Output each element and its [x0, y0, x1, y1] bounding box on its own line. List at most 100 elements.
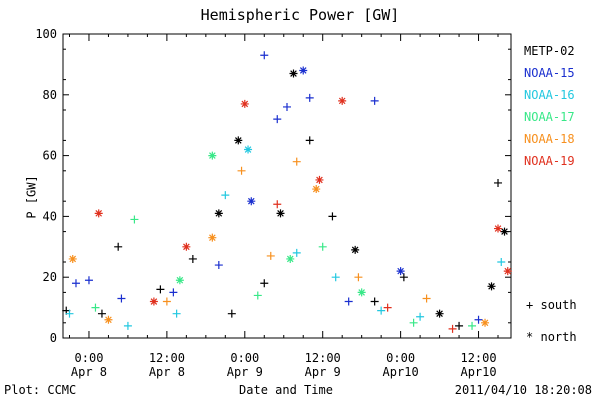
x-tick-label: Apr10 [383, 365, 419, 379]
marker-legend: + south * north [526, 298, 577, 350]
legend-item-noaa-18: NOAA-18 [524, 132, 575, 146]
south-data-point [370, 297, 379, 306]
marker-legend-label: north [540, 330, 577, 344]
y-tick-label: 80 [43, 88, 57, 102]
south-data-point [305, 93, 314, 102]
south-data-point [91, 303, 100, 312]
north-data-point [357, 288, 366, 297]
south-data-point [169, 288, 178, 297]
south-data-point [422, 294, 431, 303]
x-tick-label: 0:00 [386, 351, 415, 365]
north-data-point [94, 209, 103, 218]
north-data-point [247, 197, 256, 206]
y-tick-label: 100 [35, 27, 57, 41]
legend-item-noaa-15: NOAA-15 [524, 66, 575, 80]
south-data-point [399, 273, 408, 282]
south-data-point [266, 251, 275, 260]
x-tick-label: Apr 8 [71, 365, 107, 379]
south-data-point [292, 248, 301, 257]
x-tick-label: 0:00 [75, 351, 104, 365]
north-data-point [240, 99, 249, 108]
south-data-point [260, 51, 269, 60]
south-data-point [448, 324, 457, 333]
y-tick-label: 60 [43, 149, 57, 163]
south-data-point [117, 294, 126, 303]
north-data-point [244, 145, 253, 154]
chart-title: Hemispheric Power [GW] [200, 6, 400, 24]
south-data-point [130, 215, 139, 224]
south-data-point [328, 212, 337, 221]
south-data-point [188, 254, 197, 263]
legend-item-noaa-16: NOAA-16 [524, 88, 575, 102]
legend-item-metp-02: METP-02 [524, 44, 575, 58]
north-data-point [487, 282, 496, 291]
south-data-point [237, 166, 246, 175]
north-data-point [276, 209, 285, 218]
north-data-point [234, 136, 243, 145]
south-data-point [354, 273, 363, 282]
x-tick-label: 12:00 [305, 351, 341, 365]
north-data-point [338, 96, 347, 105]
legend-item-noaa-19: NOAA-19 [524, 154, 575, 168]
x-tick-label: 12:00 [460, 351, 496, 365]
plot-credit: Plot: CCMC [4, 383, 77, 397]
y-tick-label: 20 [43, 270, 57, 284]
marker-legend-south: + south [526, 298, 577, 330]
south-data-point [260, 279, 269, 288]
north-data-point [351, 245, 360, 254]
south-data-point [156, 285, 165, 294]
south-data-point [318, 242, 327, 251]
south-data-point [162, 297, 171, 306]
north-data-point [494, 224, 503, 233]
south-data-point [409, 318, 418, 327]
south-data-point [494, 178, 503, 187]
south-data-point [214, 261, 223, 270]
north-data-point [481, 318, 490, 327]
x-tick-label: Apr 9 [227, 365, 263, 379]
y-tick-label: 0 [50, 331, 57, 345]
south-data-point [84, 276, 93, 285]
south-data-point [65, 309, 74, 318]
south-data-point [273, 115, 282, 124]
north-data-point [208, 233, 217, 242]
south-data-point [71, 279, 80, 288]
north-data-point [214, 209, 223, 218]
marker-legend-north: * north [526, 330, 577, 350]
y-axis-label: P [GW] [24, 175, 39, 219]
south-data-point [474, 315, 483, 324]
south-data-point [331, 273, 340, 282]
north-data-point [312, 185, 321, 194]
north-data-point [315, 175, 324, 184]
south-data-point [292, 157, 301, 166]
star-marker-icon: * [526, 330, 534, 344]
north-data-point [503, 267, 512, 276]
south-data-point [172, 309, 181, 318]
south-data-point [253, 291, 262, 300]
south-data-point [97, 309, 106, 318]
north-data-point [289, 69, 298, 78]
x-tick-label: Apr10 [460, 365, 496, 379]
south-data-point [468, 321, 477, 330]
north-data-point [182, 242, 191, 251]
north-data-point [500, 227, 509, 236]
south-data-point [344, 297, 353, 306]
x-tick-label: Apr 8 [149, 365, 185, 379]
north-data-point [299, 66, 308, 75]
x-tick-label: 12:00 [149, 351, 185, 365]
south-data-point [283, 102, 291, 111]
x-axis-label: Date and Time [239, 383, 333, 397]
north-data-point [68, 254, 77, 263]
legend-item-noaa-17: NOAA-17 [524, 110, 575, 124]
plot-frame [62, 33, 512, 339]
south-data-point [123, 321, 132, 330]
south-data-point [416, 312, 425, 321]
x-tick-label: Apr 9 [305, 365, 341, 379]
x-tick-label: 0:00 [230, 351, 259, 365]
north-data-point [208, 151, 217, 160]
south-data-point [273, 200, 282, 209]
south-data-point [383, 303, 392, 312]
north-data-point [149, 297, 158, 306]
north-data-point [286, 254, 295, 263]
south-data-point [305, 136, 314, 145]
y-tick-label: 40 [43, 209, 57, 223]
